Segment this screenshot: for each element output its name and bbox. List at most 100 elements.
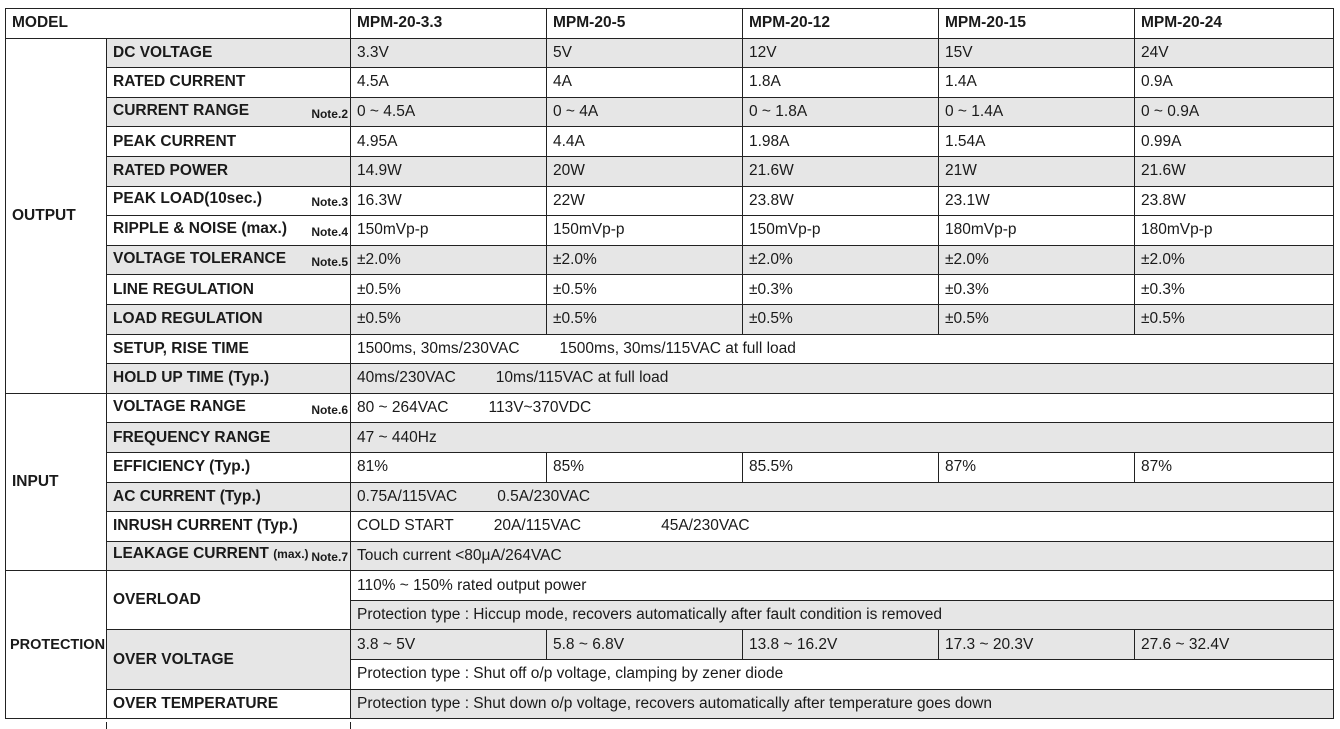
cell: 85% xyxy=(546,451,743,483)
model-name: MPM-20-3.3 xyxy=(350,8,547,39)
table-row: Protection type : Shut off o/p voltage, … xyxy=(6,659,1334,690)
table-row: CURRENT RANGE Note.2 0 ~ 4.5A 0 ~ 4A 0 ~ … xyxy=(6,96,1334,128)
cell: 81% xyxy=(350,451,547,483)
table-row: SETUP, RISE TIME 1500ms, 30ms/230VAC 1500… xyxy=(6,333,1334,365)
value-part: 40ms/230VAC xyxy=(357,369,456,387)
value-part: 113V~370VDC xyxy=(488,399,592,417)
cell: ±0.5% xyxy=(546,303,743,335)
row-label: LINE REGULATION xyxy=(106,274,351,305)
row-label: RATED CURRENT xyxy=(106,67,351,98)
row-label: RIPPLE & NOISE (max.) Note.4 xyxy=(106,215,351,246)
cell: 0 ~ 4.5A xyxy=(350,96,547,128)
row-label: SETUP, RISE TIME xyxy=(106,333,351,365)
table-continuation-line xyxy=(350,722,351,729)
note-ref: Note.4 xyxy=(311,224,348,239)
cell: 0 ~ 1.8A xyxy=(742,96,939,128)
row-label-text: VOLTAGE TOLERANCE xyxy=(113,249,287,267)
row-label-text: CURRENT RANGE xyxy=(113,101,250,119)
row-label: HOLD UP TIME (Typ.) xyxy=(106,363,351,394)
cell-span: 0.75A/115VAC 0.5A/230VAC xyxy=(350,481,1334,513)
cell: 3.3V xyxy=(350,37,547,69)
cell: 4.4A xyxy=(546,126,743,157)
cell: ±2.0% xyxy=(546,244,743,276)
row-label: INRUSH CURRENT (Typ.) xyxy=(106,511,351,542)
cell: 23.1W xyxy=(938,185,1135,217)
table-row: Protection type : Hiccup mode, recovers … xyxy=(6,599,1334,631)
model-name: MPM-20-15 xyxy=(938,8,1135,39)
row-label-qualifier: (max.) xyxy=(273,547,309,562)
row-label: EFFICIENCY (Typ.) xyxy=(106,451,351,483)
note-ref: Note.3 xyxy=(311,195,348,210)
table-row: OUTPUT DC VOLTAGE 3.3V 5V 12V 15V 24V xyxy=(5,37,1334,394)
cell: ±0.3% xyxy=(742,274,939,305)
cell: ±2.0% xyxy=(350,244,547,276)
note-ref: Note.7 xyxy=(311,550,348,565)
table-row: LEAKAGE CURRENT (max.) Note.7 Touch curre… xyxy=(6,540,1334,572)
model-name: MPM-20-12 xyxy=(742,8,939,39)
table-row: RIPPLE & NOISE (max.) Note.4 150mVp-p 150… xyxy=(6,215,1334,246)
value-part: 10ms/115VAC at full load xyxy=(495,369,669,387)
table-row: OVER VOLTAGE 3.8 ~ 5V 5.8 ~ 6.8V 13.8 ~ … xyxy=(6,629,1334,690)
table-row: VOLTAGE TOLERANCE Note.5 ±2.0% ±2.0% ±2.0… xyxy=(6,244,1334,276)
row-label: PEAK CURRENT xyxy=(106,126,351,157)
cell: 23.8W xyxy=(742,185,939,217)
cell: ±0.3% xyxy=(1134,274,1334,305)
row-label: DC VOLTAGE xyxy=(106,37,351,69)
table-row: INPUT VOLTAGE RANGE Note.6 80 ~ 264VAC 113… xyxy=(5,392,1334,572)
cell: 85.5% xyxy=(742,451,939,483)
row-label: LOAD REGULATION xyxy=(106,303,351,335)
value-part: 0.5A/230VAC xyxy=(497,487,591,505)
cell: ±2.0% xyxy=(742,244,939,276)
category-output: OUTPUT xyxy=(5,37,107,394)
cell: 0.99A xyxy=(1134,126,1334,157)
value-part: 20A/115VAC xyxy=(493,517,582,535)
cell: 0 ~ 0.9A xyxy=(1134,96,1334,128)
row-label: PEAK LOAD(10sec.) Note.3 xyxy=(106,185,351,217)
cell: 21.6W xyxy=(1134,155,1334,187)
cell: 180mVp-p xyxy=(1134,215,1334,246)
cell: 1.4A xyxy=(938,67,1135,98)
table-row: PROTECTION OVERLOAD 110% ~ 150% rated ou… xyxy=(5,570,1334,720)
cell: 3.8 ~ 5V xyxy=(350,629,547,661)
row-label-text: PEAK LOAD(10sec.) xyxy=(113,190,263,208)
cell: 4.5A xyxy=(350,67,547,98)
category-protection: PROTECTION xyxy=(5,570,107,720)
model-label: MODEL xyxy=(5,8,351,39)
cell: 1.98A xyxy=(742,126,939,157)
spec-table: MODEL MPM-20-3.3 MPM-20-5 MPM-20-12 MPM-… xyxy=(5,8,1334,720)
cell: ±0.5% xyxy=(546,274,743,305)
cell: ±2.0% xyxy=(1134,244,1334,276)
cell: 21.6W xyxy=(742,155,939,187)
header-row: MODEL MPM-20-3.3 MPM-20-5 MPM-20-12 MPM-… xyxy=(5,8,1334,39)
cell-span: 110% ~ 150% rated output power xyxy=(350,570,1334,601)
table-row: PEAK CURRENT 4.95A 4.4A 1.98A 1.54A 0.99… xyxy=(6,126,1334,157)
row-label: OVER VOLTAGE xyxy=(106,629,351,690)
cell: ±2.0% xyxy=(938,244,1135,276)
table-row: EFFICIENCY (Typ.) 81% 85% 85.5% 87% 87% xyxy=(6,451,1334,483)
value-part: 80 ~ 264VAC xyxy=(357,399,449,417)
cell: 17.3 ~ 20.3V xyxy=(938,629,1135,661)
cell-span: COLD START 20A/115VAC 45A/230VAC xyxy=(350,511,1334,542)
cell-span: 80 ~ 264VAC 113V~370VDC xyxy=(350,392,1334,424)
model-name: MPM-20-24 xyxy=(1134,8,1334,39)
cell: 14.9W xyxy=(350,155,547,187)
cell: 4A xyxy=(546,67,743,98)
cell: ±0.5% xyxy=(742,303,939,335)
row-label-text: VOLTAGE RANGE xyxy=(113,397,246,415)
table-row: AC CURRENT (Typ.) 0.75A/115VAC 0.5A/230VA… xyxy=(6,481,1334,513)
row-label: OVERLOAD xyxy=(106,570,351,631)
cell: 150mVp-p xyxy=(350,215,547,246)
cell-span: Protection type : Shut down o/p voltage,… xyxy=(350,688,1334,720)
row-label-text: RIPPLE & NOISE (max.) xyxy=(113,219,287,237)
table-row: LOAD REGULATION ±0.5% ±0.5% ±0.5% ±0.5% … xyxy=(6,303,1334,335)
table-continuation-line xyxy=(106,722,107,729)
row-label: RATED POWER xyxy=(106,155,351,187)
cell: ±0.5% xyxy=(1134,303,1334,335)
cell: 15V xyxy=(938,37,1135,69)
cell: 23.8W xyxy=(1134,185,1334,217)
row-label: OVER TEMPERATURE xyxy=(106,688,351,720)
row-label: VOLTAGE RANGE Note.6 xyxy=(106,392,351,424)
row-label: VOLTAGE TOLERANCE Note.5 xyxy=(106,244,351,276)
table-row: PEAK LOAD(10sec.) Note.3 16.3W 22W 23.8W … xyxy=(6,185,1334,217)
table-row: LINE REGULATION ±0.5% ±0.5% ±0.3% ±0.3% … xyxy=(6,274,1334,305)
